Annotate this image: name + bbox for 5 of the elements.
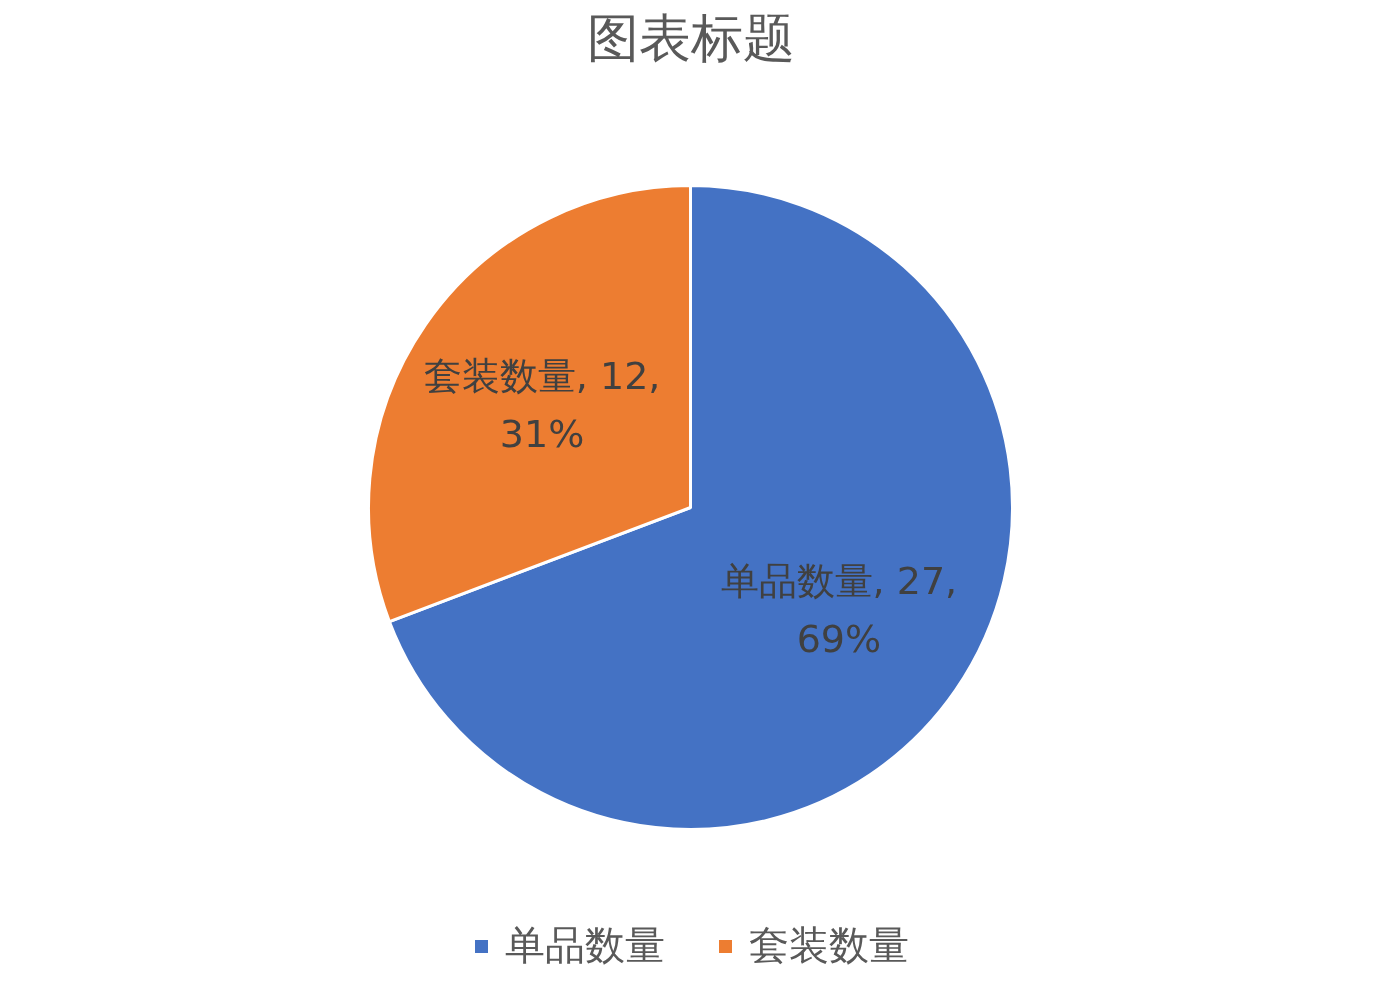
legend-label: 单品数量	[505, 921, 665, 970]
data-label: 单品数量, 27, 69%	[720, 558, 958, 661]
data-label: 套装数量, 12, 31%	[423, 354, 661, 457]
legend-label: 套装数量	[749, 921, 909, 970]
chart-title: 图表标题	[586, 7, 795, 68]
